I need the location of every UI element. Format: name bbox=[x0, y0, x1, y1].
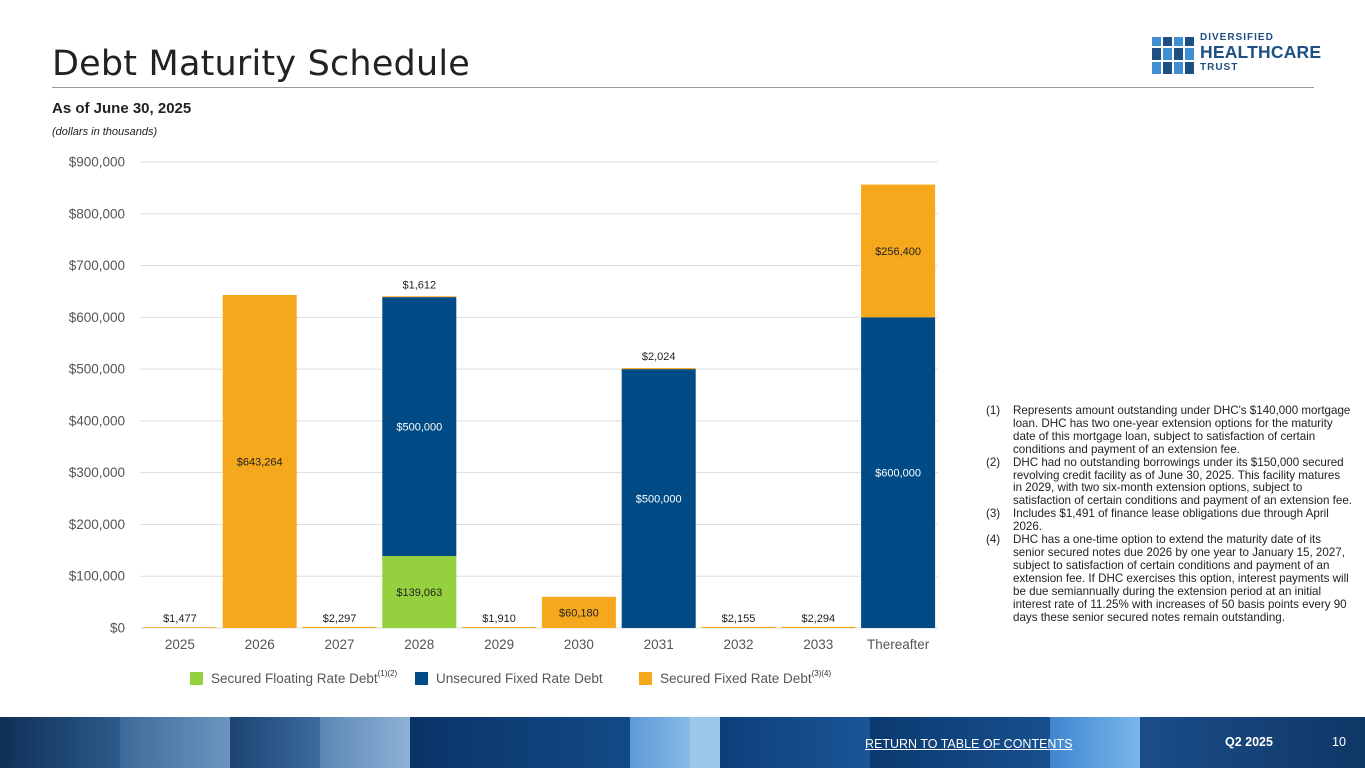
x-tick-label: 2029 bbox=[484, 637, 514, 652]
page-title: Debt Maturity Schedule bbox=[52, 44, 471, 84]
data-label: $1,477 bbox=[163, 613, 197, 625]
data-label: $139,063 bbox=[396, 587, 442, 599]
legend-item-secured-fixed: Secured Fixed Rate Debt(3)(4) bbox=[639, 669, 832, 686]
footnote-2: (2) DHC had no outstanding borrowings un… bbox=[986, 455, 1353, 509]
x-tick-label: 2032 bbox=[723, 637, 753, 652]
data-label: $1,910 bbox=[482, 613, 516, 625]
units-note: (dollars in thousands) bbox=[52, 126, 158, 138]
bar-secured-floating-rate-debt bbox=[382, 555, 457, 628]
bar-secured-fixed-rate-debt bbox=[462, 627, 537, 628]
legend-swatch-unsecured bbox=[415, 672, 428, 685]
y-tick-label: $500,000 bbox=[69, 362, 125, 377]
company-logo-text: DIVERSIFIED HEALTHCARE TRUST bbox=[1200, 33, 1321, 73]
bar-secured-fixed-rate-debt bbox=[382, 296, 457, 298]
y-tick-label: $600,000 bbox=[69, 310, 125, 325]
bar-secured-fixed-rate-debt bbox=[781, 626, 856, 628]
y-tick-label: $0 bbox=[110, 621, 125, 636]
return-to-toc-link[interactable]: RETURN TO TABLE OF CONTENTS bbox=[865, 737, 1073, 751]
footnote-number: (1) bbox=[986, 404, 1001, 417]
data-label: $60,180 bbox=[559, 607, 599, 619]
legend-label-unsecured: Unsecured Fixed Rate Debt bbox=[436, 671, 603, 686]
bar-secured-fixed-rate-debt bbox=[621, 368, 696, 370]
footnote-4: (4) DHC has a one-time option to extend … bbox=[986, 533, 1352, 624]
logo-line-3: TRUST bbox=[1200, 61, 1239, 73]
legend-item-unsecured: Unsecured Fixed Rate Debt bbox=[415, 671, 603, 686]
bar-secured-fixed-rate-debt bbox=[541, 596, 616, 628]
footnote-text: DHC had no outstanding borrowings under … bbox=[1013, 455, 1353, 508]
footnote-number: (4) bbox=[986, 533, 1001, 547]
data-label: $600,000 bbox=[875, 468, 921, 480]
y-tick-label: $700,000 bbox=[69, 258, 125, 273]
x-tick-label: 2030 bbox=[564, 637, 594, 652]
page-subtitle: As of June 30, 2025 bbox=[52, 100, 192, 117]
footnote-text: Includes $1,491 of finance lease obligat… bbox=[1013, 507, 1329, 534]
footnote-1: (1) Represents amount outstanding under … bbox=[986, 404, 1352, 457]
legend-label-floating: Secured Floating Rate Debt bbox=[211, 671, 378, 686]
footnote-number: (3) bbox=[986, 507, 1001, 521]
y-tick-label: $900,000 bbox=[69, 155, 125, 170]
data-label: $2,294 bbox=[801, 613, 835, 625]
quarter-label: Q2 2025 bbox=[1225, 735, 1273, 749]
footnote-number: (2) bbox=[986, 455, 1001, 469]
footnote-3: (3) Includes $1,491 of finance lease obl… bbox=[986, 507, 1352, 534]
bar-secured-fixed-rate-debt bbox=[701, 626, 776, 628]
x-tick-label: 2025 bbox=[165, 637, 195, 652]
footer-image-band bbox=[0, 717, 1365, 768]
legend-footnote-secured-fixed: (3)(4) bbox=[811, 669, 832, 678]
legend-label-secured-fixed: Secured Fixed Rate Debt bbox=[660, 671, 812, 686]
title-divider bbox=[52, 87, 1314, 88]
footnotes: (1) Represents amount outstanding under … bbox=[986, 404, 1353, 624]
y-tick-label: $800,000 bbox=[69, 206, 125, 221]
x-tick-label: 2027 bbox=[324, 637, 354, 652]
y-tick-label: $300,000 bbox=[69, 465, 125, 480]
x-tick-label: 2031 bbox=[644, 637, 674, 652]
data-label: $500,000 bbox=[636, 494, 682, 506]
data-label: $2,024 bbox=[642, 351, 676, 363]
x-tick-label: 2026 bbox=[245, 637, 275, 652]
y-tick-label: $400,000 bbox=[69, 413, 125, 428]
data-label: $1,612 bbox=[402, 279, 436, 291]
page-number: 10 bbox=[1332, 735, 1346, 749]
y-tick-label: $200,000 bbox=[69, 517, 125, 532]
bar-secured-fixed-rate-debt bbox=[302, 626, 377, 628]
data-label: $256,400 bbox=[875, 246, 921, 258]
data-label: $2,297 bbox=[323, 613, 357, 625]
footnote-text: DHC has a one-time option to extend the … bbox=[1013, 533, 1349, 624]
x-tick-label: 2033 bbox=[803, 637, 833, 652]
data-label: $643,264 bbox=[237, 456, 283, 468]
company-logo-icon bbox=[1152, 37, 1194, 74]
bar-unsecured-fixed-rate-debt bbox=[382, 297, 457, 556]
data-label: $2,155 bbox=[722, 613, 756, 625]
y-tick-label: $100,000 bbox=[69, 569, 125, 584]
logo-line-1: DIVERSIFIED bbox=[1200, 32, 1274, 43]
debt-maturity-chart: $0 $100,000 $200,000 $300,000 $400,000 $500,0… bbox=[69, 155, 938, 652]
data-label: $500,000 bbox=[396, 422, 442, 434]
legend-footnote-floating: (1)(2) bbox=[377, 669, 398, 678]
bar-secured-fixed-rate-debt bbox=[222, 294, 297, 628]
x-tick-label: 2028 bbox=[404, 637, 434, 652]
legend-swatch-secured-fixed bbox=[639, 672, 652, 685]
bar-secured-fixed-rate-debt bbox=[861, 184, 936, 318]
footnote-text: Represents amount outstanding under DHC'… bbox=[1013, 404, 1351, 456]
logo-line-2: HEALTHCARE bbox=[1200, 42, 1322, 62]
legend-item-floating: Secured Floating Rate Debt(1)(2) bbox=[190, 669, 398, 686]
bar-secured-fixed-rate-debt bbox=[142, 627, 217, 628]
bar-unsecured-fixed-rate-debt bbox=[861, 317, 936, 628]
x-tick-label: Thereafter bbox=[867, 637, 930, 652]
bar-unsecured-fixed-rate-debt bbox=[621, 369, 696, 628]
legend-swatch-floating bbox=[190, 672, 203, 685]
